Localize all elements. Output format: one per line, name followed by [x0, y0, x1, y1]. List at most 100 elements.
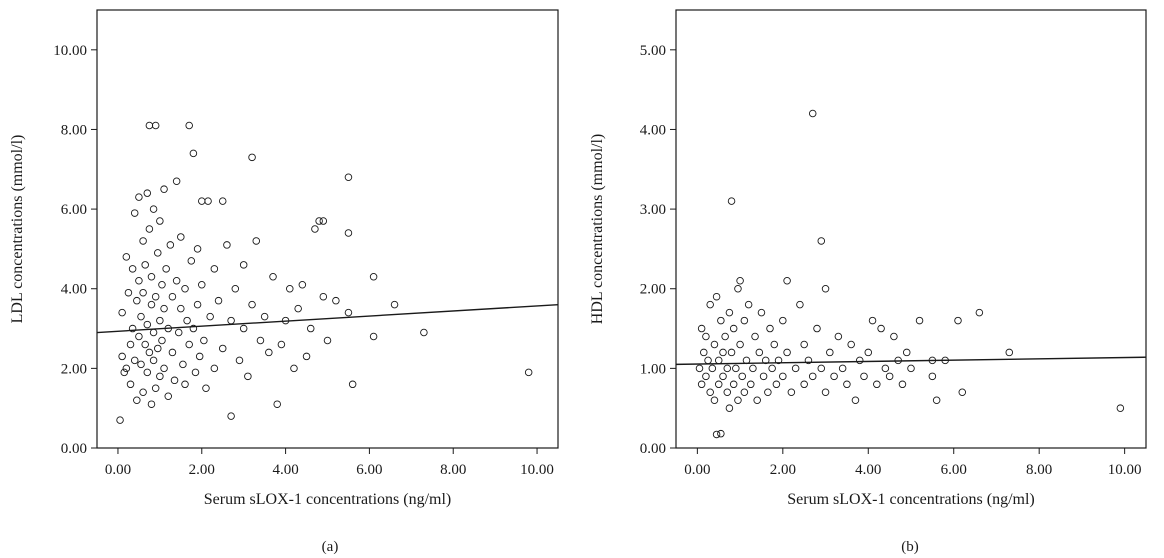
ldl-data-point	[139, 237, 147, 245]
hdl-data-point	[975, 308, 984, 317]
hdl-data-point	[751, 332, 759, 341]
hdl-data-point	[704, 356, 712, 365]
ldl-data-point	[248, 153, 256, 162]
hdl-data-point	[768, 364, 776, 373]
hdl-data-point	[804, 356, 813, 365]
ldl-data-point	[344, 308, 353, 317]
ldl-data-point	[172, 177, 181, 185]
ldl-data-point	[302, 352, 311, 361]
hdl-data-point	[727, 348, 736, 357]
hdl-data-point	[800, 340, 808, 349]
ldl-data-point	[154, 249, 162, 257]
hdl-data-point	[744, 300, 753, 309]
ldl-data-point	[151, 121, 160, 130]
hdl-data-point	[783, 277, 791, 285]
hdl-data-point	[708, 364, 717, 373]
ldl-data-point	[143, 368, 152, 377]
hdl-y-axis-title: HDL concentrations (mmol/l)	[589, 134, 606, 324]
hdl-data-point	[826, 348, 834, 357]
ldl-data-point	[151, 384, 160, 393]
hdl-data-point	[851, 396, 860, 404]
hdl-data-point	[954, 316, 962, 325]
ldl-data-point	[290, 364, 298, 373]
ldl-data-point	[265, 348, 273, 357]
ldl-data-point	[156, 372, 164, 381]
hdl-x-axis-title: Serum sLOX-1 concentrations (ng/ml)	[787, 491, 1035, 508]
hdl-data-point	[700, 348, 708, 357]
ldl-data-point	[149, 356, 158, 365]
hdl-data-point	[729, 380, 738, 389]
hdl-y-tick-label: 3.00	[640, 202, 666, 218]
ldl-data-point	[164, 392, 172, 400]
ldl-panel-label: (a)	[322, 539, 339, 555]
hdl-data-point	[734, 284, 742, 293]
ldl-data-point	[286, 284, 294, 293]
ldl-data-point	[298, 280, 307, 289]
ldl-data-point	[369, 332, 378, 341]
hdl-data-point	[766, 324, 774, 333]
hdl-data-point	[902, 348, 911, 357]
ldl-data-point	[160, 185, 168, 193]
hdl-data-point	[764, 388, 772, 397]
hdl-data-point	[783, 348, 791, 357]
hdl-data-point	[714, 380, 723, 389]
hdl-data-point	[855, 356, 864, 365]
hdl-data-point	[817, 364, 826, 373]
hdl-x-tick-label: 0.00	[684, 462, 710, 478]
hdl-data-point	[697, 380, 706, 389]
hdl-data-point	[759, 372, 768, 381]
ldl-data-point	[218, 344, 227, 353]
ldl-data-point	[120, 368, 128, 377]
ldl-data-point	[126, 380, 135, 389]
ldl-data-point	[181, 284, 189, 293]
hdl-data-point	[740, 316, 749, 325]
hdl-data-point	[725, 308, 734, 317]
hdl-data-point	[868, 316, 877, 325]
ldl-data-point	[137, 312, 145, 321]
ldl-data-point	[130, 356, 139, 365]
hdl-data-point	[860, 372, 868, 381]
ldl-data-point	[390, 300, 399, 309]
ldl-data-point	[183, 316, 191, 325]
hdl-data-point	[800, 380, 808, 389]
ldl-data-point	[260, 312, 269, 321]
ldl-data-point	[315, 217, 323, 225]
ldl-data-point	[198, 280, 206, 289]
ldl-data-point	[348, 380, 357, 389]
ldl-data-point	[168, 348, 177, 357]
hdl-data-point	[928, 372, 937, 381]
ldl-data-point	[206, 312, 214, 321]
ldl-data-point	[210, 364, 219, 373]
hdl-plot-frame	[675, 9, 1147, 449]
hdl-data-point	[706, 388, 714, 397]
ldl-y-tick-label: 10.00	[53, 43, 87, 59]
ldl-data-point	[191, 368, 200, 377]
ldl-data-point	[179, 360, 187, 369]
hdl-data-point	[749, 364, 757, 373]
hdl-data-point	[821, 388, 830, 397]
hdl-data-point	[738, 372, 746, 381]
ldl-data-point	[168, 292, 177, 301]
hdl-data-point	[755, 348, 764, 357]
ldl-data-point	[118, 352, 126, 361]
ldl-data-point	[147, 400, 156, 408]
ldl-data-point	[231, 284, 240, 293]
ldl-data-point	[160, 364, 168, 373]
ldl-data-point	[204, 197, 212, 205]
hdl-data-point	[723, 364, 732, 373]
hdl-data-point	[898, 380, 907, 389]
hdl-data-point	[727, 197, 736, 205]
ldl-data-point	[200, 336, 208, 345]
hdl-panel-label: (b)	[901, 539, 919, 555]
ldl-data-point	[252, 237, 261, 245]
hdl-data-point	[843, 380, 851, 389]
ldl-x-tick-label: 6.00	[356, 462, 382, 478]
ldl-data-point	[344, 173, 353, 181]
hdl-data-point	[830, 372, 838, 381]
hdl-data-point	[702, 372, 710, 381]
ldl-data-point	[294, 304, 302, 313]
ldl-data-point	[149, 328, 158, 337]
hdl-data-point	[885, 372, 894, 381]
ldl-y-tick-label: 8.00	[61, 122, 87, 138]
ldl-data-point	[319, 217, 328, 225]
